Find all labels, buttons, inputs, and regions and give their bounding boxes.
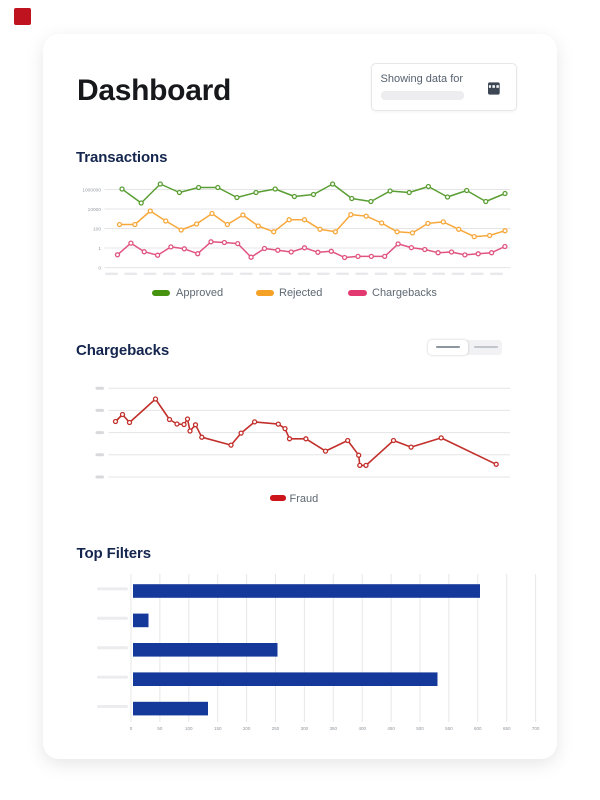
svg-text:0: 0	[98, 265, 101, 271]
svg-text:500: 500	[416, 726, 424, 731]
svg-text:300: 300	[301, 726, 309, 731]
svg-text:550: 550	[445, 726, 453, 731]
svg-text:650: 650	[503, 726, 511, 731]
svg-text:0: 0	[130, 726, 133, 731]
svg-text:350: 350	[330, 726, 338, 731]
svg-text:700: 700	[532, 726, 540, 731]
svg-text:450: 450	[387, 726, 395, 731]
svg-text:250: 250	[272, 726, 280, 731]
svg-text:1000000: 1000000	[82, 187, 101, 193]
svg-text:100: 100	[93, 226, 101, 232]
svg-text:50: 50	[157, 726, 163, 731]
svg-text:400: 400	[358, 726, 366, 731]
svg-text:100: 100	[185, 726, 193, 731]
svg-text:600: 600	[474, 726, 482, 731]
svg-text:10000: 10000	[88, 207, 102, 213]
svg-text:150: 150	[214, 726, 222, 731]
svg-text:200: 200	[243, 726, 251, 731]
svg-text:1: 1	[98, 246, 101, 252]
